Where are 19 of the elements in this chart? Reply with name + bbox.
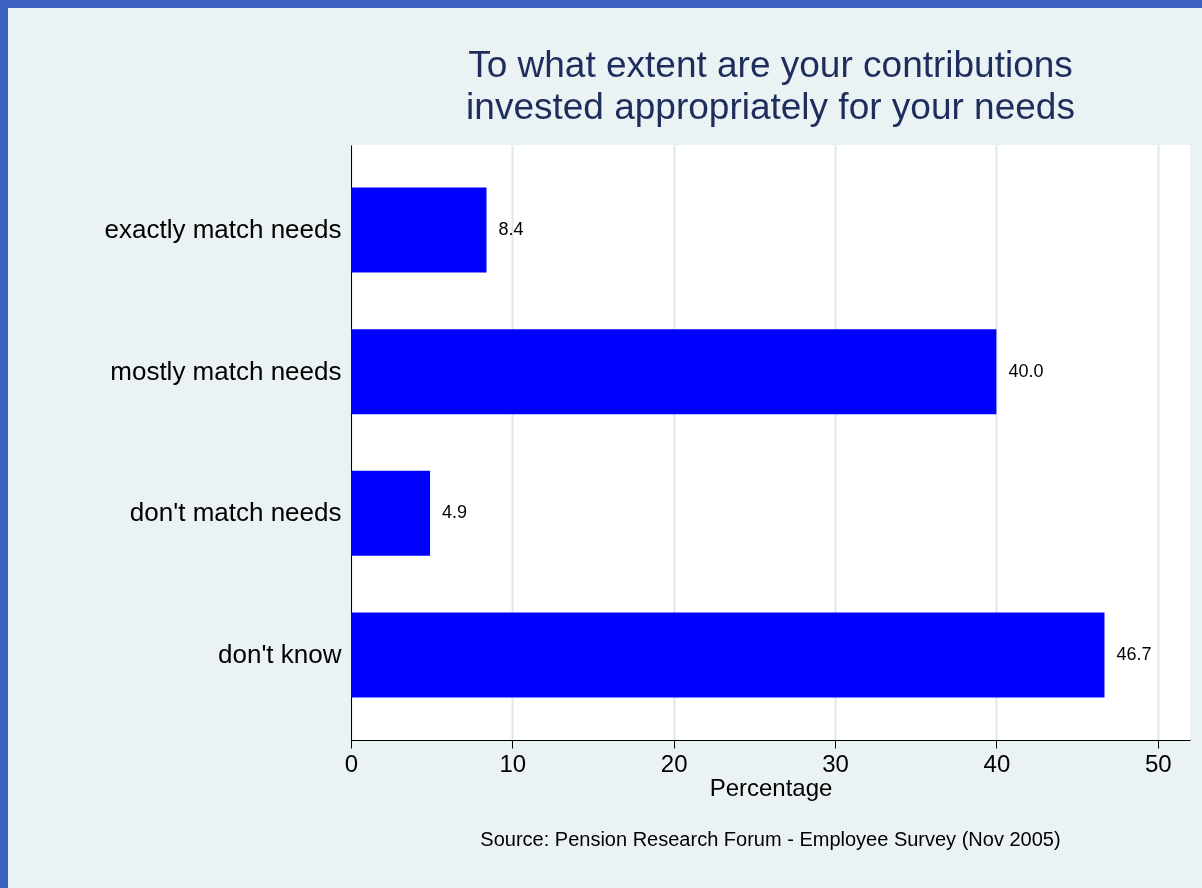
bar <box>351 329 997 415</box>
source-note: Source: Pension Research Forum - Employee Survey (Nov 2005) <box>479 828 1062 851</box>
chart-title: To what extent are your contributions invested appropriately for your needs <box>466 44 1075 127</box>
y-tick-label: mostly match needs <box>110 355 342 386</box>
bar <box>351 612 1105 698</box>
bar <box>351 187 487 273</box>
x-tick-label: 40 <box>983 749 1011 777</box>
data-label: 8.4 <box>498 219 524 239</box>
y-tick-label: exactly match needs <box>104 214 342 244</box>
y-tick-label: don't match needs <box>129 497 342 528</box>
bar <box>351 470 431 556</box>
data-label: 46.7 <box>1116 644 1152 664</box>
x-tick-label: 10 <box>499 749 527 777</box>
x-tick-label: 0 <box>344 749 359 777</box>
x-tick-label: 20 <box>660 749 688 777</box>
data-label: 4.9 <box>442 502 468 523</box>
y-tick-label: don't know <box>218 639 342 669</box>
data-label: 40.0 <box>1008 360 1044 381</box>
x-tick-label: 50 <box>1144 749 1172 777</box>
